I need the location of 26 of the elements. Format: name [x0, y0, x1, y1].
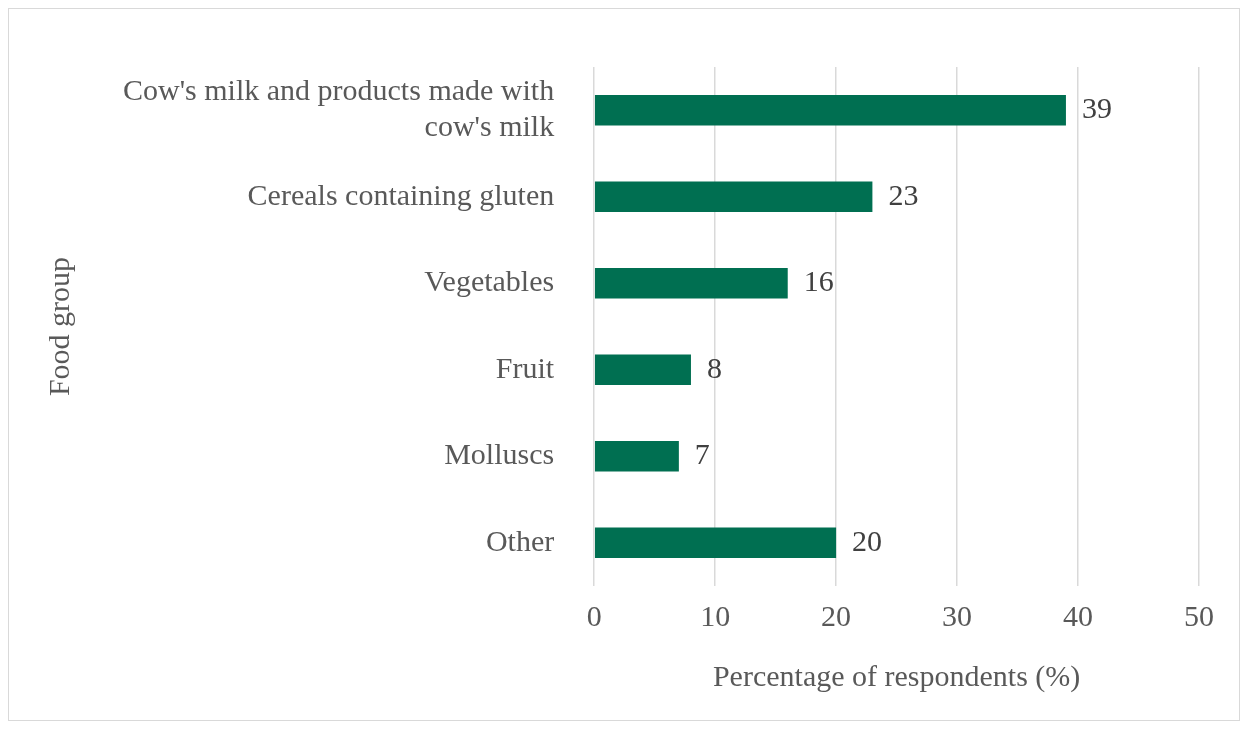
- x-tick-label: 40: [1063, 598, 1094, 632]
- x-tick-label: 50: [1184, 598, 1214, 632]
- x-tick-label: 30: [942, 598, 973, 632]
- x-tick-label: 10: [700, 598, 731, 632]
- x-tick-label: 20: [821, 598, 852, 632]
- bar: [594, 95, 1066, 126]
- y-tick-label: Cereals containing gluten: [247, 177, 555, 211]
- y-tick-label: Molluscs: [444, 437, 555, 471]
- data-label: 16: [803, 264, 834, 298]
- bar: [594, 181, 873, 212]
- y-axis-title: Food group: [41, 256, 75, 397]
- data-label: 7: [694, 437, 710, 471]
- bar: [594, 527, 837, 558]
- x-axis-title: Percentage of respondents (%): [712, 658, 1081, 693]
- y-tick-label: Fruit: [495, 350, 555, 384]
- data-label: 39: [1081, 91, 1112, 125]
- y-tick-label: Vegetables: [424, 264, 555, 298]
- y-tick-label: Other: [485, 523, 555, 557]
- y-tick-label: Cow's milk and products made with cow's milk: [122, 73, 555, 143]
- data-label: 20: [852, 523, 883, 557]
- bar: [594, 268, 788, 299]
- bar: [594, 354, 691, 385]
- data-label: 8: [706, 350, 722, 384]
- data-label: 23: [888, 177, 919, 211]
- bar: [594, 441, 679, 472]
- x-tick-label: 0: [586, 598, 602, 632]
